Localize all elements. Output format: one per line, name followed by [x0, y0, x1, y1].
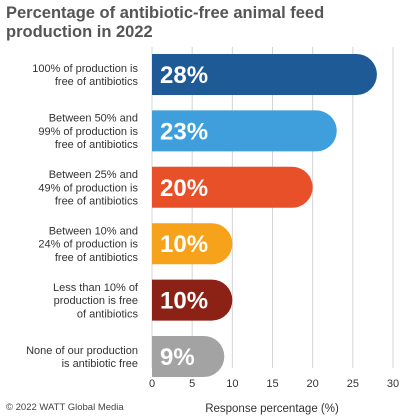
- category-label: Less than 10% of production is free of ant…: [53, 282, 139, 320]
- x-axis-label: Response percentage (%): [205, 403, 339, 415]
- category-labels: 100% of production is free of antibiotics…: [26, 63, 139, 370]
- category-label: Between 10% and 24% of production is free …: [38, 226, 138, 264]
- bar-value-label: 10%: [160, 231, 208, 258]
- copyright-credit: © 2022 WATT Global Media: [6, 402, 124, 413]
- x-tick-label: 10: [226, 378, 238, 390]
- bars: 28% 23% 20% 10% 10% 9%: [152, 54, 377, 377]
- x-tick-label: 15: [266, 378, 278, 390]
- category-label: 100% of production is free of antibiotics: [32, 63, 138, 88]
- bar-value-label: 9%: [160, 344, 195, 371]
- bar-value-label: 10%: [160, 288, 208, 315]
- x-tick-label: 5: [189, 378, 195, 390]
- x-tick-label: 25: [347, 378, 359, 390]
- chart-title: Percentage of antibiotic-free animal fee…: [6, 4, 325, 41]
- bar: [152, 223, 233, 265]
- category-label: Between 50% and 99% of production is free …: [38, 113, 138, 151]
- bar-value-label: 28%: [160, 62, 208, 89]
- bar-value-label: 20%: [160, 175, 208, 202]
- x-axis-ticks: 0 5 10 15 20 25 30: [149, 378, 399, 390]
- bar: [152, 279, 233, 321]
- bar: [152, 110, 337, 152]
- category-label: None of our production is antibiotic free: [26, 345, 138, 370]
- bar: [152, 54, 377, 95]
- bar: [152, 166, 313, 208]
- bar-value-label: 23%: [160, 118, 208, 145]
- x-tick-label: 30: [387, 378, 399, 390]
- category-label: Between 25% and 49% of production is free …: [38, 169, 138, 207]
- x-tick-label: 0: [149, 378, 155, 390]
- x-tick-label: 20: [307, 378, 319, 390]
- bar: [152, 336, 225, 377]
